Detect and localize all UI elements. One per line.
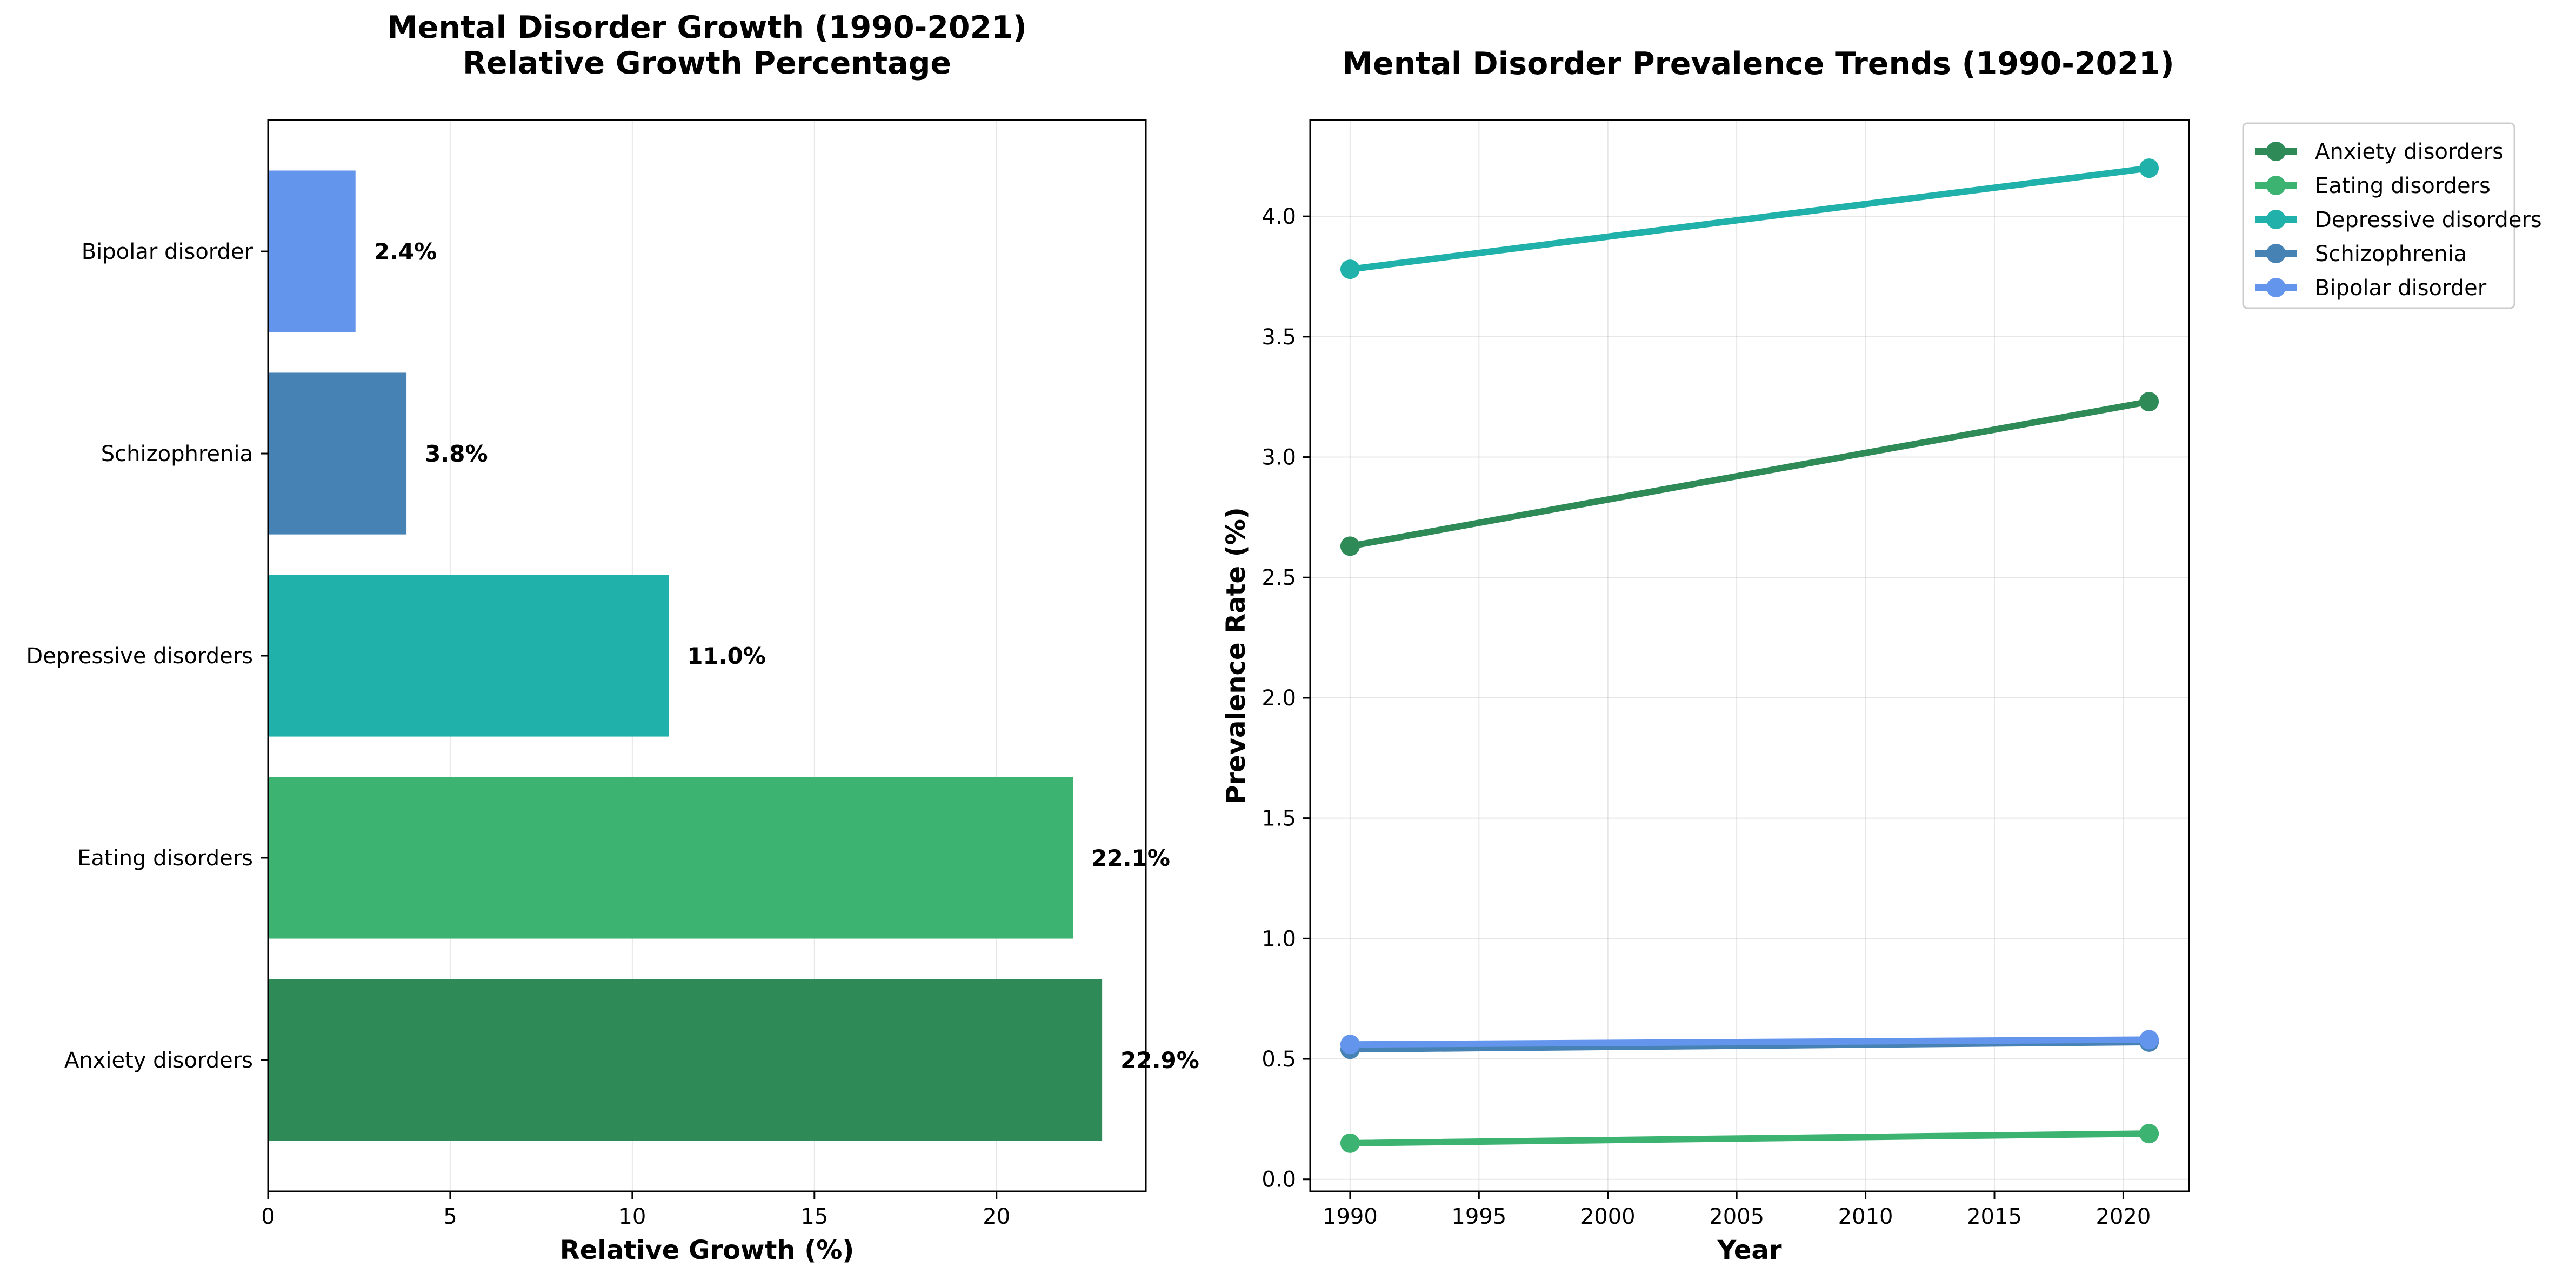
bar <box>268 777 1073 939</box>
legend-frame <box>2242 122 2515 309</box>
line-series-depressive-disorders <box>1340 158 2159 279</box>
bar-value-label: 22.9% <box>1120 1047 1199 1074</box>
bar-chart-panel: Mental Disorder Growth (1990-2021) Relat… <box>26 10 1199 1265</box>
line-chart-panel: Mental Disorder Prevalence Trends (1990-… <box>1221 46 2190 1265</box>
line-series-anxiety-disorders <box>1340 392 2159 556</box>
legend-entry: Schizophrenia <box>2255 242 2467 266</box>
bar-chart-bars <box>268 170 1103 1141</box>
line-chart-y-ticks: 0.0 0.5 1.0 1.5 2.0 2.5 3.0 3.5 4.0 <box>1262 204 1310 1192</box>
legend-label: Schizophrenia <box>2315 242 2467 266</box>
line-chart-series <box>1340 158 2159 1153</box>
legend-items: Anxiety disorders Eating disorders Depress… <box>2255 139 2542 301</box>
line-chart-x-tick-label: 1995 <box>1451 1204 1506 1229</box>
line-series-eating-disorders <box>1340 1124 2159 1153</box>
line-chart-y-tick-label: 1.0 <box>1262 926 1296 951</box>
legend-marker <box>2266 278 2286 297</box>
bar-value-label: 3.8% <box>425 441 488 467</box>
legend-marker <box>2266 142 2286 161</box>
data-point <box>2139 1030 2159 1050</box>
line-chart-y-tick-label: 3.0 <box>1262 445 1296 470</box>
bar-chart-x-ticks: 0 5 10 15 20 <box>261 1191 1010 1229</box>
series-line <box>1346 398 2153 550</box>
series-line <box>1346 165 2153 273</box>
bar-chart-x-tick-label: 5 <box>443 1204 457 1229</box>
bar-chart-category-label: Schizophrenia <box>101 442 253 466</box>
line-chart-y-tick-label: 4.0 <box>1262 204 1296 229</box>
bar-chart-y-ticks: Anxiety disorders Eating disorders Depress… <box>26 239 268 1073</box>
bar-chart-x-tick-label: 15 <box>800 1204 828 1229</box>
line-chart-y-tick-label: 3.5 <box>1262 325 1296 350</box>
bar <box>268 170 356 332</box>
data-point <box>2139 158 2159 178</box>
line-chart-legend: Anxiety disorders Eating disorders Depress… <box>2242 122 2542 309</box>
legend-label: Anxiety disorders <box>2315 139 2504 164</box>
line-chart-x-axis-label: Year <box>1717 1235 1782 1265</box>
line-chart-gridlines <box>1310 120 2189 1191</box>
bar-value-label: 11.0% <box>687 643 766 669</box>
bar <box>268 979 1103 1141</box>
line-chart-y-tick-label: 2.5 <box>1262 565 1296 590</box>
line-chart-y-tick-label: 0.5 <box>1262 1047 1296 1072</box>
line-chart-y-tick-label: 1.5 <box>1262 806 1296 831</box>
legend-marker <box>2266 244 2286 263</box>
line-chart-y-tick-label: 2.0 <box>1262 686 1296 711</box>
line-chart-x-tick-label: 1990 <box>1323 1204 1378 1229</box>
legend-entry: Depressive disorders <box>2255 208 2542 232</box>
bar <box>268 575 669 737</box>
bar-chart-x-tick-label: 10 <box>618 1204 646 1229</box>
data-point <box>1340 1035 1360 1055</box>
line-series-bipolar-disorder <box>1340 1030 2159 1055</box>
bar-value-label: 2.4% <box>374 238 437 265</box>
series-line <box>1346 1036 2153 1048</box>
data-point <box>1340 259 1360 279</box>
bar-chart-x-axis-label: Relative Growth (%) <box>560 1235 855 1265</box>
bar-chart-category-label: Depressive disorders <box>26 644 253 669</box>
data-point <box>1340 536 1360 556</box>
legend-marker <box>2266 176 2286 195</box>
bar-value-label: 22.1% <box>1091 845 1170 871</box>
bar-chart-category-label: Bipolar disorder <box>82 239 253 264</box>
data-point <box>1340 1133 1360 1153</box>
bar-chart-title: Mental Disorder Growth (1990-2021) <box>387 10 1027 45</box>
line-chart-axes-frame <box>1309 119 2190 1192</box>
line-chart-y-tick-label: 0.0 <box>1262 1168 1296 1192</box>
line-chart-x-ticks: 1990 1995 2000 2005 2010 2015 2020 <box>1323 1191 2151 1229</box>
bar-chart-subtitle: Relative Growth Percentage <box>463 45 951 81</box>
data-point <box>2139 392 2159 412</box>
bar <box>268 372 407 535</box>
series-line <box>1346 1130 2153 1146</box>
bar-chart-x-tick-label: 0 <box>261 1204 275 1229</box>
bar-chart-category-label: Eating disorders <box>77 846 253 871</box>
legend-entry: Eating disorders <box>2255 174 2491 198</box>
legend-marker <box>2266 210 2286 229</box>
line-chart-x-tick-label: 2000 <box>1580 1204 1636 1229</box>
line-chart-x-tick-label: 2020 <box>2096 1204 2151 1229</box>
line-chart-x-tick-label: 2010 <box>1838 1204 1893 1229</box>
legend-label: Eating disorders <box>2315 174 2491 198</box>
bar-chart-x-tick-label: 20 <box>983 1204 1010 1229</box>
bar-chart-category-label: Anxiety disorders <box>64 1048 253 1073</box>
legend-entry: Bipolar disorder <box>2255 276 2487 301</box>
legend-entry: Anxiety disorders <box>2255 139 2504 164</box>
line-chart-title: Mental Disorder Prevalence Trends (1990-… <box>1342 46 2174 82</box>
line-chart-x-tick-label: 2015 <box>1967 1204 2022 1229</box>
legend-label: Bipolar disorder <box>2315 276 2487 301</box>
line-chart-y-axis-label: Prevalence Rate (%) <box>1221 507 1251 804</box>
legend-label: Depressive disorders <box>2315 208 2542 232</box>
line-chart-x-tick-label: 2005 <box>1709 1204 1764 1229</box>
data-point <box>2139 1124 2159 1144</box>
bar-chart-value-labels: 22.9% 22.1% 11.0% 3.8% 2.4% <box>374 238 1199 1074</box>
